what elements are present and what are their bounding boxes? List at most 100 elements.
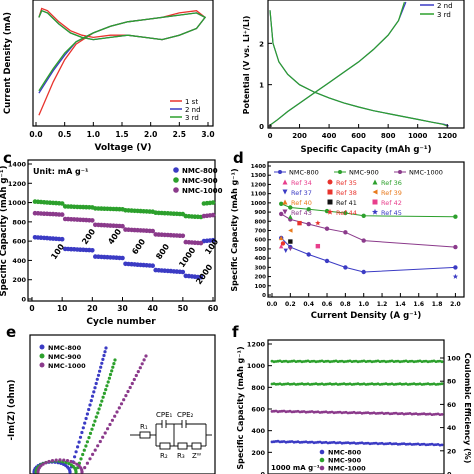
series-3-point — [65, 459, 70, 463]
series-3-point — [124, 394, 128, 398]
y-tick-label: 1100 — [251, 192, 266, 198]
series-3-point — [150, 228, 155, 234]
series-2-point — [87, 436, 91, 440]
rate-label: 800 — [154, 242, 171, 261]
series-1-point — [77, 440, 81, 444]
y-tick-label: 1200 — [8, 180, 27, 188]
series-1-point — [84, 416, 88, 421]
series-1-point — [92, 390, 96, 394]
reference-point — [283, 248, 288, 253]
x-tick-label: 1.4 — [395, 301, 406, 308]
series-3-point — [361, 238, 366, 243]
series-2-point — [210, 200, 216, 205]
legend-marker — [282, 199, 288, 205]
x-tick-label: 0.4 — [303, 301, 314, 308]
rate-label: 2000 — [194, 262, 214, 286]
series-1-point — [440, 443, 444, 447]
series-2-point — [102, 391, 106, 395]
series-3-point — [98, 439, 102, 444]
legend-label: NMC-800 — [289, 169, 319, 177]
series-3-point — [110, 418, 114, 422]
x-tick-label: 0.8 — [340, 301, 351, 308]
series-line-3 — [269, 1, 407, 126]
x-tick-label: 20 — [87, 304, 97, 313]
series-3-point — [306, 221, 311, 227]
legend-marker — [282, 179, 288, 185]
panel-e-letter: e — [6, 323, 16, 341]
legend-swatch — [319, 457, 325, 463]
legend-swatch — [173, 167, 179, 173]
series-2-point — [324, 208, 330, 214]
series-3-point — [128, 385, 132, 390]
x-tick-label: 1.0 — [87, 130, 100, 139]
series-3-point — [83, 466, 87, 470]
panel-a-legend: 1 st2 nd3 rd — [170, 98, 201, 122]
y-tick-label: 1400 — [251, 164, 266, 170]
x-tick-label: 1.8 — [432, 301, 443, 308]
legend-label: NMC-900 — [328, 457, 362, 465]
series-1-point — [90, 394, 95, 398]
panel-d-xticks: 0.0 0.2 0.4 0.6 0.8 1.0 1.2 1.4 1.6 1.8 2.0 — [267, 293, 461, 308]
panel-d-yticks: 0 100 200 300 400 500 600 700 800 900 1000 1100 1200… — [251, 164, 271, 299]
series-3-point — [58, 458, 62, 462]
x-tick-label: 200 — [292, 132, 307, 140]
y-tick-label: 1000 — [247, 362, 266, 370]
y2-tick-label: 20 — [447, 447, 457, 455]
circuit-r1 — [139, 431, 151, 439]
series-1-point — [89, 399, 93, 403]
series-1-point — [103, 350, 107, 354]
panel-f-rate-note: 1000 mA g⁻¹ — [271, 464, 320, 472]
circuit-label-cpe1: CPE₁ — [156, 411, 173, 419]
x-tick-label: 50 — [178, 304, 188, 313]
x-tick-label: 0.2 — [285, 301, 296, 308]
panel-f-y2ticks: 0 20 40 60 80 100 — [440, 355, 461, 474]
series-2-point — [107, 376, 111, 380]
series-2-point — [110, 369, 114, 373]
series-1-point — [93, 386, 97, 390]
x-tick-label: 0.6 — [322, 301, 333, 308]
y-tick-label: 900 — [255, 210, 267, 216]
series-3-point — [96, 444, 100, 448]
circuit-zw — [191, 442, 202, 450]
series-2-point — [85, 440, 89, 444]
legend-label: NMC-900 — [349, 169, 379, 177]
legend-marker — [372, 179, 378, 185]
series-1-point — [68, 470, 72, 474]
series-2-point — [453, 214, 458, 219]
circuit-r3 — [177, 442, 188, 450]
series-1-point — [88, 403, 92, 407]
series-3-point — [180, 233, 186, 239]
circuit-label-r2: R₂ — [160, 452, 168, 460]
legend-swatch — [319, 465, 325, 471]
reference-point — [315, 220, 321, 226]
series-2-point — [100, 399, 104, 403]
legend-label: 3 rd — [437, 11, 451, 19]
y-tick-label: 600 — [251, 406, 265, 414]
panel-c-letter: c — [3, 149, 12, 167]
series-line-4 — [269, 1, 405, 126]
x-tick-label: 600 — [351, 132, 366, 140]
series-1-point — [76, 445, 80, 449]
series-3-point — [120, 223, 125, 229]
panel-b-curves — [269, 1, 449, 127]
legend-marker — [326, 208, 334, 215]
legend-swatch — [173, 177, 179, 183]
series-3-point — [101, 435, 105, 439]
series-2-point — [98, 403, 103, 407]
series-3-point — [39, 464, 43, 468]
y2-tick-label: 0 — [447, 471, 452, 474]
series-2-point — [111, 365, 115, 369]
series-3-point — [41, 462, 45, 466]
series-3-point — [453, 244, 458, 250]
series-3-point — [85, 461, 89, 465]
series-line-2 — [269, 10, 448, 127]
legend-label: Ref 44 — [336, 209, 357, 217]
series-1-point — [324, 258, 330, 264]
series-2-point — [306, 207, 311, 212]
panel-a: 0.0 0.5 1.0 1.5 2.0 2.5 3.0 Voltage (V) Curren… — [3, 0, 215, 153]
legend-marker — [372, 189, 378, 195]
series-1-point — [83, 421, 87, 425]
series-3-point — [72, 461, 76, 465]
series-3-point — [62, 458, 66, 462]
